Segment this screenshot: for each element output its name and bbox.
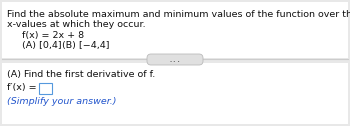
Bar: [39, 83, 52, 94]
Text: ...: ...: [169, 57, 181, 63]
Text: (A) [0,4]: (A) [0,4]: [22, 41, 62, 50]
FancyBboxPatch shape: [147, 54, 203, 65]
Text: (B) [−4,4]: (B) [−4,4]: [62, 41, 110, 50]
Bar: [2, 2, 348, 58]
Text: (A) Find the first derivative of f.: (A) Find the first derivative of f.: [7, 70, 155, 79]
Text: f(x) = 2x + 8: f(x) = 2x + 8: [22, 31, 84, 40]
Text: Find the absolute maximum and minimum values of the function over the indicated : Find the absolute maximum and minimum va…: [7, 10, 350, 19]
Text: f′(x) =: f′(x) =: [7, 83, 37, 92]
Text: x-values at which they occur.: x-values at which they occur.: [7, 20, 146, 29]
Text: (Simplify your answer.): (Simplify your answer.): [7, 97, 117, 106]
Bar: [2, 63, 348, 124]
